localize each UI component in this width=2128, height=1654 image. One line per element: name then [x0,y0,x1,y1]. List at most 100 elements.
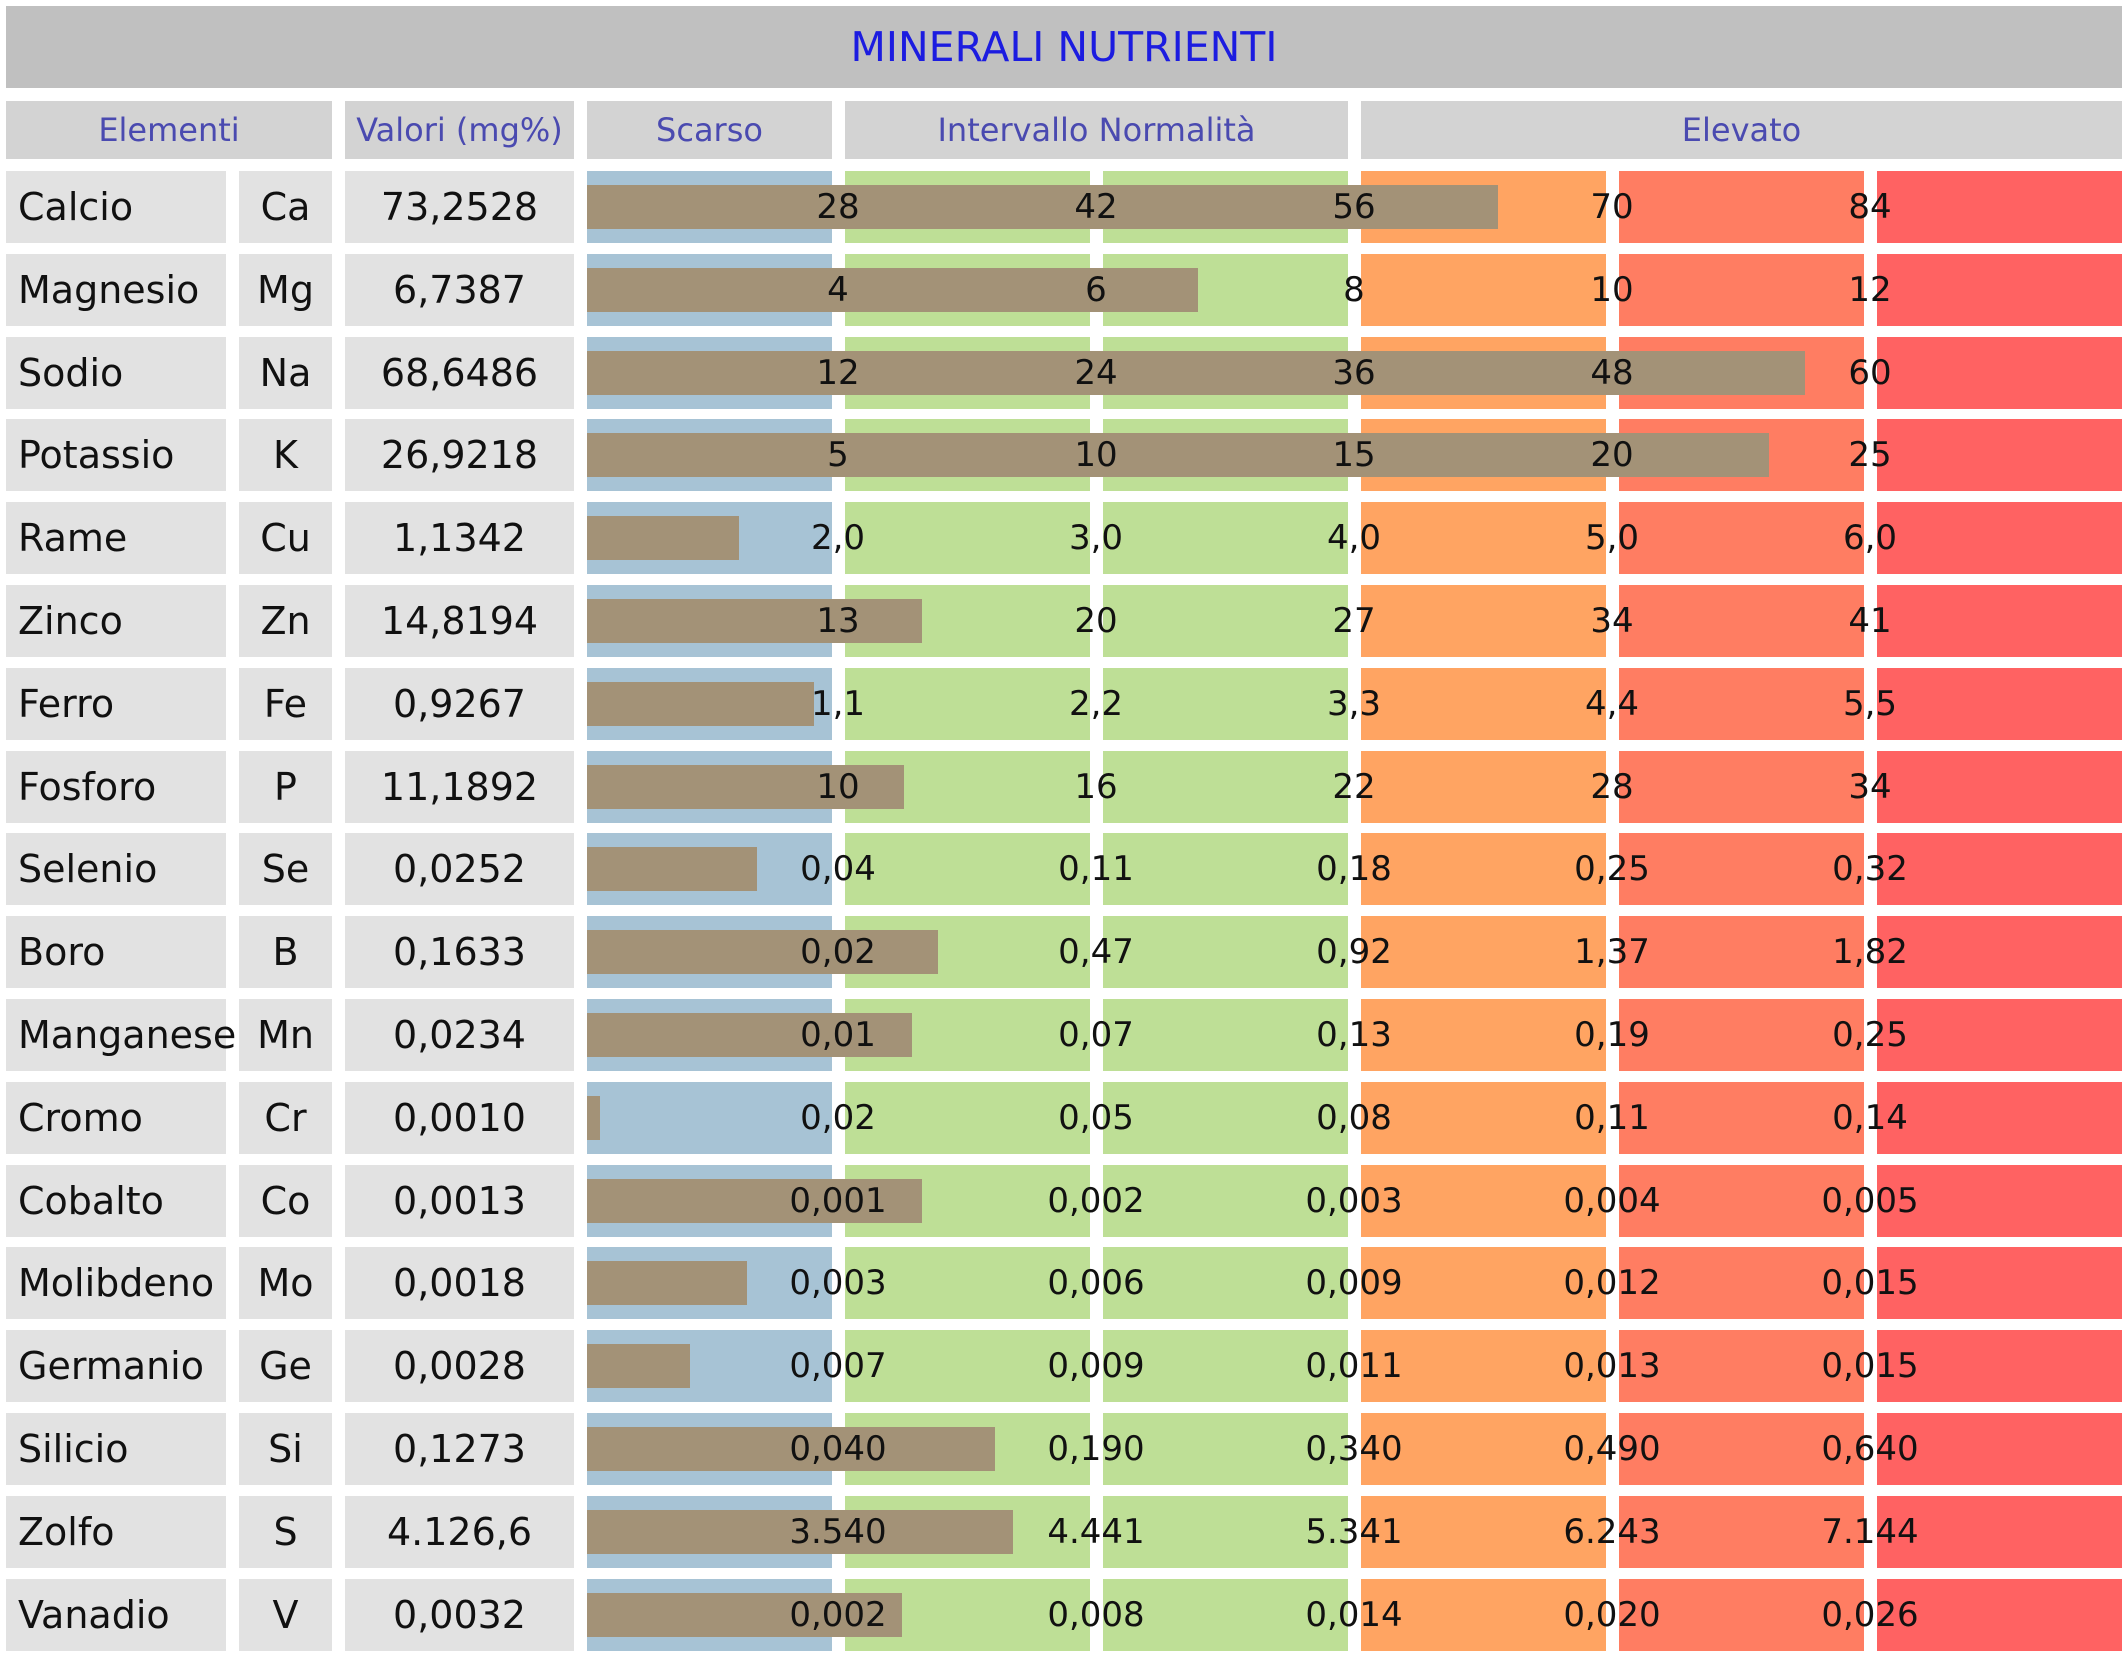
level-bar [587,847,757,891]
threshold-label: 36 [1332,353,1376,393]
threshold-label: 22 [1332,767,1376,807]
segment-normale-2 [1103,668,1348,740]
element-symbol: S [239,1496,332,1568]
threshold-label: 0,015 [1821,1346,1919,1386]
threshold-label: 4.441 [1047,1512,1145,1552]
segment-normale-2 [1103,1413,1348,1485]
threshold-label: 41 [1848,601,1892,641]
element-symbol: B [239,916,332,988]
threshold-label: 0,015 [1821,1263,1919,1303]
element-value: 0,0013 [345,1165,574,1237]
threshold-label: 0,18 [1316,849,1392,889]
level-bar [587,765,904,809]
element-name: Silicio [6,1413,226,1485]
threshold-label: 10 [1074,435,1118,475]
element-value: 0,0028 [345,1330,574,1402]
threshold-label: 0,011 [1305,1346,1403,1386]
level-bar [587,1510,1013,1554]
segment-elevato-3 [1877,1330,2122,1402]
segment-normale-2 [1103,1496,1348,1568]
level-bar [587,351,1805,395]
segment-elevato-3 [1877,1247,2122,1319]
threshold-label: 0,340 [1305,1429,1403,1469]
threshold-label: 28 [816,187,860,227]
element-symbol: Co [239,1165,332,1237]
threshold-label: 6.243 [1563,1512,1661,1552]
segment-elevato-3 [1877,668,2122,740]
element-name: Sodio [6,337,226,409]
threshold-label: 1,1 [810,684,866,724]
threshold-label: 42 [1074,187,1118,227]
segment-elevato-3 [1877,254,2122,326]
segment-elevato-3 [1877,1413,2122,1485]
element-symbol: Zn [239,585,332,657]
threshold-label: 2,0 [810,518,866,558]
header-scarso: Scarso [587,101,832,159]
threshold-label: 6 [1085,270,1107,310]
report-title: MINERALI NUTRIENTI [6,6,2122,88]
threshold-label: 4 [827,270,849,310]
segment-elevato-2 [1619,1330,1864,1402]
segment-normale-2 [1103,585,1348,657]
threshold-label: 0,006 [1047,1263,1145,1303]
threshold-label: 15 [1332,435,1376,475]
segment-normale-2 [1103,1165,1348,1237]
level-bar [587,1427,995,1471]
level-bar [587,1013,912,1057]
element-value: 6,7387 [345,254,574,326]
element-value: 68,6486 [345,337,574,409]
element-symbol: Cu [239,502,332,574]
element-name: Cromo [6,1082,226,1154]
segment-elevato-3 [1877,1496,2122,1568]
segment-scarso [587,1082,832,1154]
segment-elevato-2 [1619,1496,1864,1568]
level-bar [587,268,1198,312]
segment-elevato-1 [1361,1413,1606,1485]
threshold-label: 0,11 [1058,849,1134,889]
threshold-label: 28 [1590,767,1634,807]
segment-normale-2 [1103,999,1348,1071]
element-value: 0,1633 [345,916,574,988]
segment-elevato-2 [1619,833,1864,905]
element-name: Potassio [6,419,226,491]
threshold-label: 0,007 [789,1346,887,1386]
level-bar [587,1179,922,1223]
threshold-label: 0,005 [1821,1181,1919,1221]
element-symbol: Fe [239,668,332,740]
element-value: 0,0032 [345,1579,574,1651]
element-symbol: Cr [239,1082,332,1154]
threshold-label: 0,009 [1047,1346,1145,1386]
level-bar [587,516,739,560]
segment-elevato-2 [1619,254,1864,326]
segment-elevato-2 [1619,1165,1864,1237]
element-symbol: Na [239,337,332,409]
segment-elevato-1 [1361,254,1606,326]
segment-elevato-3 [1877,1082,2122,1154]
element-value: 0,0252 [345,833,574,905]
segment-elevato-2 [1619,585,1864,657]
threshold-label: 5,0 [1584,518,1640,558]
threshold-label: 10 [816,767,860,807]
element-name: Rame [6,502,226,574]
element-symbol: Mn [239,999,332,1071]
segment-normale-1 [845,1247,1090,1319]
element-value: 4.126,6 [345,1496,574,1568]
segment-elevato-2 [1619,171,1864,243]
threshold-label: 0,026 [1821,1595,1919,1635]
segment-normale-1 [845,1082,1090,1154]
threshold-label: 0,004 [1563,1181,1661,1221]
segment-normale-2 [1103,1082,1348,1154]
threshold-label: 84 [1848,187,1892,227]
segment-normale-2 [1103,502,1348,574]
segment-normale-1 [845,502,1090,574]
threshold-label: 0,013 [1563,1346,1661,1386]
threshold-label: 0,08 [1316,1098,1392,1138]
segment-elevato-1 [1361,833,1606,905]
threshold-label: 0,02 [800,932,876,972]
level-bar [587,682,814,726]
threshold-label: 27 [1332,601,1376,641]
segment-elevato-3 [1877,502,2122,574]
threshold-label: 25 [1848,435,1892,475]
element-name: Molibdeno [6,1247,226,1319]
segment-normale-2 [1103,1330,1348,1402]
